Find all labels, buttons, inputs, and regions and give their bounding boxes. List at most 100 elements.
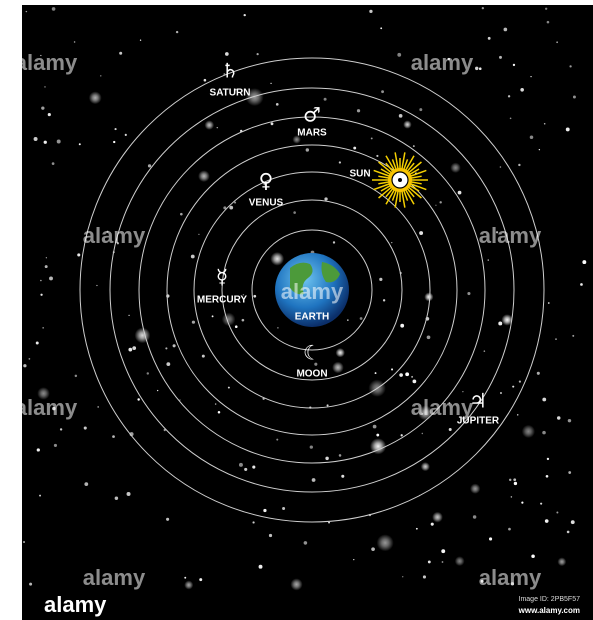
- star: [270, 83, 271, 84]
- star: [546, 475, 549, 478]
- star: [198, 170, 210, 182]
- star: [29, 583, 32, 586]
- star: [376, 434, 379, 437]
- body-label: VENUS: [249, 198, 284, 209]
- star: [521, 502, 523, 504]
- star: [23, 364, 26, 367]
- star: [125, 134, 127, 136]
- star: [482, 7, 484, 9]
- star: [166, 362, 170, 366]
- url: www.alamy.com: [518, 606, 580, 615]
- star: [499, 56, 502, 59]
- star: [147, 372, 149, 374]
- star: [74, 41, 76, 43]
- star: [467, 292, 470, 295]
- star: [217, 127, 218, 128]
- star: [157, 390, 158, 391]
- star: [57, 140, 61, 144]
- star: [449, 428, 452, 431]
- star: [509, 479, 511, 481]
- star: [34, 137, 38, 141]
- star: [184, 580, 193, 589]
- star: [44, 141, 47, 144]
- page: alamyalamyalamyalamyalamyalamyalamyalamy…: [0, 0, 593, 620]
- star: [544, 123, 546, 125]
- star: [327, 404, 329, 406]
- star: [568, 419, 571, 422]
- watermark: alamy: [15, 395, 78, 420]
- star: [312, 478, 316, 482]
- star: [500, 392, 502, 394]
- star: [166, 518, 169, 521]
- star: [508, 95, 510, 97]
- star: [555, 338, 557, 340]
- star: [514, 482, 517, 485]
- star: [119, 52, 122, 55]
- star: [84, 482, 88, 486]
- star: [333, 241, 335, 243]
- body-label: EARTH: [295, 312, 329, 323]
- star: [140, 40, 141, 41]
- star: [520, 88, 524, 92]
- watermark: alamy: [411, 50, 474, 75]
- star: [282, 507, 285, 510]
- star: [380, 27, 382, 29]
- star: [511, 496, 513, 498]
- star: [324, 98, 327, 101]
- star: [293, 211, 296, 214]
- body-label: JUPITER: [457, 416, 500, 427]
- star: [235, 325, 238, 328]
- star: [228, 387, 230, 389]
- star: [339, 454, 342, 457]
- star: [542, 398, 546, 402]
- star: [52, 162, 55, 165]
- star: [84, 426, 87, 429]
- star: [353, 147, 356, 150]
- star: [199, 578, 202, 581]
- star: [252, 521, 254, 523]
- star: [198, 234, 199, 235]
- star: [424, 292, 433, 301]
- star: [176, 31, 178, 33]
- body-symbol: ♃: [469, 389, 487, 413]
- star: [400, 324, 404, 328]
- star: [484, 350, 486, 352]
- star: [379, 278, 382, 281]
- star: [37, 448, 40, 451]
- star: [42, 327, 43, 328]
- star: [375, 372, 377, 374]
- star: [557, 416, 560, 419]
- star: [165, 347, 167, 349]
- star: [539, 149, 540, 150]
- star: [127, 492, 131, 496]
- star: [48, 113, 51, 116]
- body-label: MERCURY: [197, 295, 248, 306]
- star: [500, 166, 502, 168]
- star: [462, 391, 463, 392]
- star: [488, 37, 491, 40]
- body-label: MOON: [296, 369, 327, 380]
- star: [416, 528, 418, 530]
- star: [332, 362, 344, 374]
- star: [373, 425, 377, 429]
- star: [423, 575, 426, 578]
- star: [479, 67, 482, 70]
- star: [402, 576, 403, 577]
- star: [580, 283, 583, 286]
- star: [29, 358, 31, 360]
- star: [498, 321, 502, 325]
- star: [427, 335, 431, 339]
- star: [510, 118, 512, 120]
- star: [52, 7, 56, 11]
- star: [45, 265, 48, 268]
- star: [191, 255, 195, 259]
- star: [413, 380, 417, 384]
- star: [376, 155, 378, 157]
- star: [397, 53, 401, 57]
- star: [212, 315, 214, 317]
- star: [257, 53, 259, 55]
- body-label: SATURN: [210, 88, 251, 99]
- star: [75, 375, 77, 377]
- star: [556, 511, 558, 513]
- star: [205, 120, 215, 130]
